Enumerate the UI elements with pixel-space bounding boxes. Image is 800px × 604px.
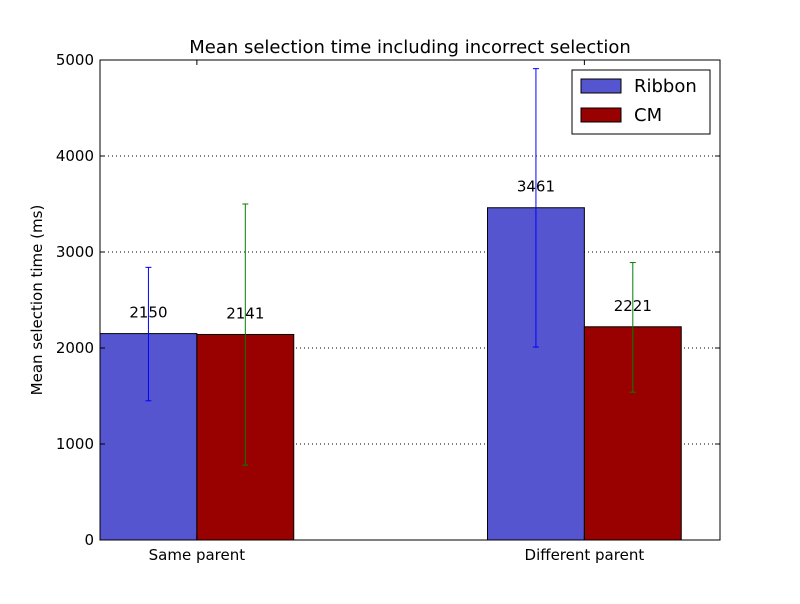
data-label: 2150 [129, 304, 167, 322]
data-label: 2221 [614, 297, 652, 315]
legend-label-ribbon: Ribbon [634, 76, 697, 97]
x-tick-label: Different parent [525, 546, 645, 564]
error-bars [145, 68, 636, 466]
y-tick-label: 0 [84, 531, 94, 549]
y-tick-label: 3000 [56, 243, 94, 261]
legend-swatch-cm [580, 107, 622, 123]
y-axis-label: Mean selection time (ms) [28, 205, 46, 396]
plot-frame [99, 59, 721, 541]
bars [99, 207, 682, 541]
data-labels: 2150 2141 3461 2221 [129, 178, 652, 323]
y-tick-label: 4000 [56, 147, 94, 165]
legend: Ribbon CM [571, 69, 711, 135]
y-tick-label: 5000 [56, 51, 94, 69]
chart-title: Mean selection time including incorrect … [189, 37, 631, 58]
legend-label-cm: CM [634, 105, 662, 126]
x-tick-label: Same parent [149, 546, 246, 564]
y-tick-label: 2000 [56, 339, 94, 357]
y-tick-label: 1000 [56, 435, 94, 453]
axes: 0 1000 2000 3000 4000 5000 Same parent Differen… [56, 51, 721, 564]
data-label: 3461 [517, 178, 555, 196]
legend-swatch-ribbon [580, 78, 622, 94]
data-label: 2141 [226, 304, 264, 322]
